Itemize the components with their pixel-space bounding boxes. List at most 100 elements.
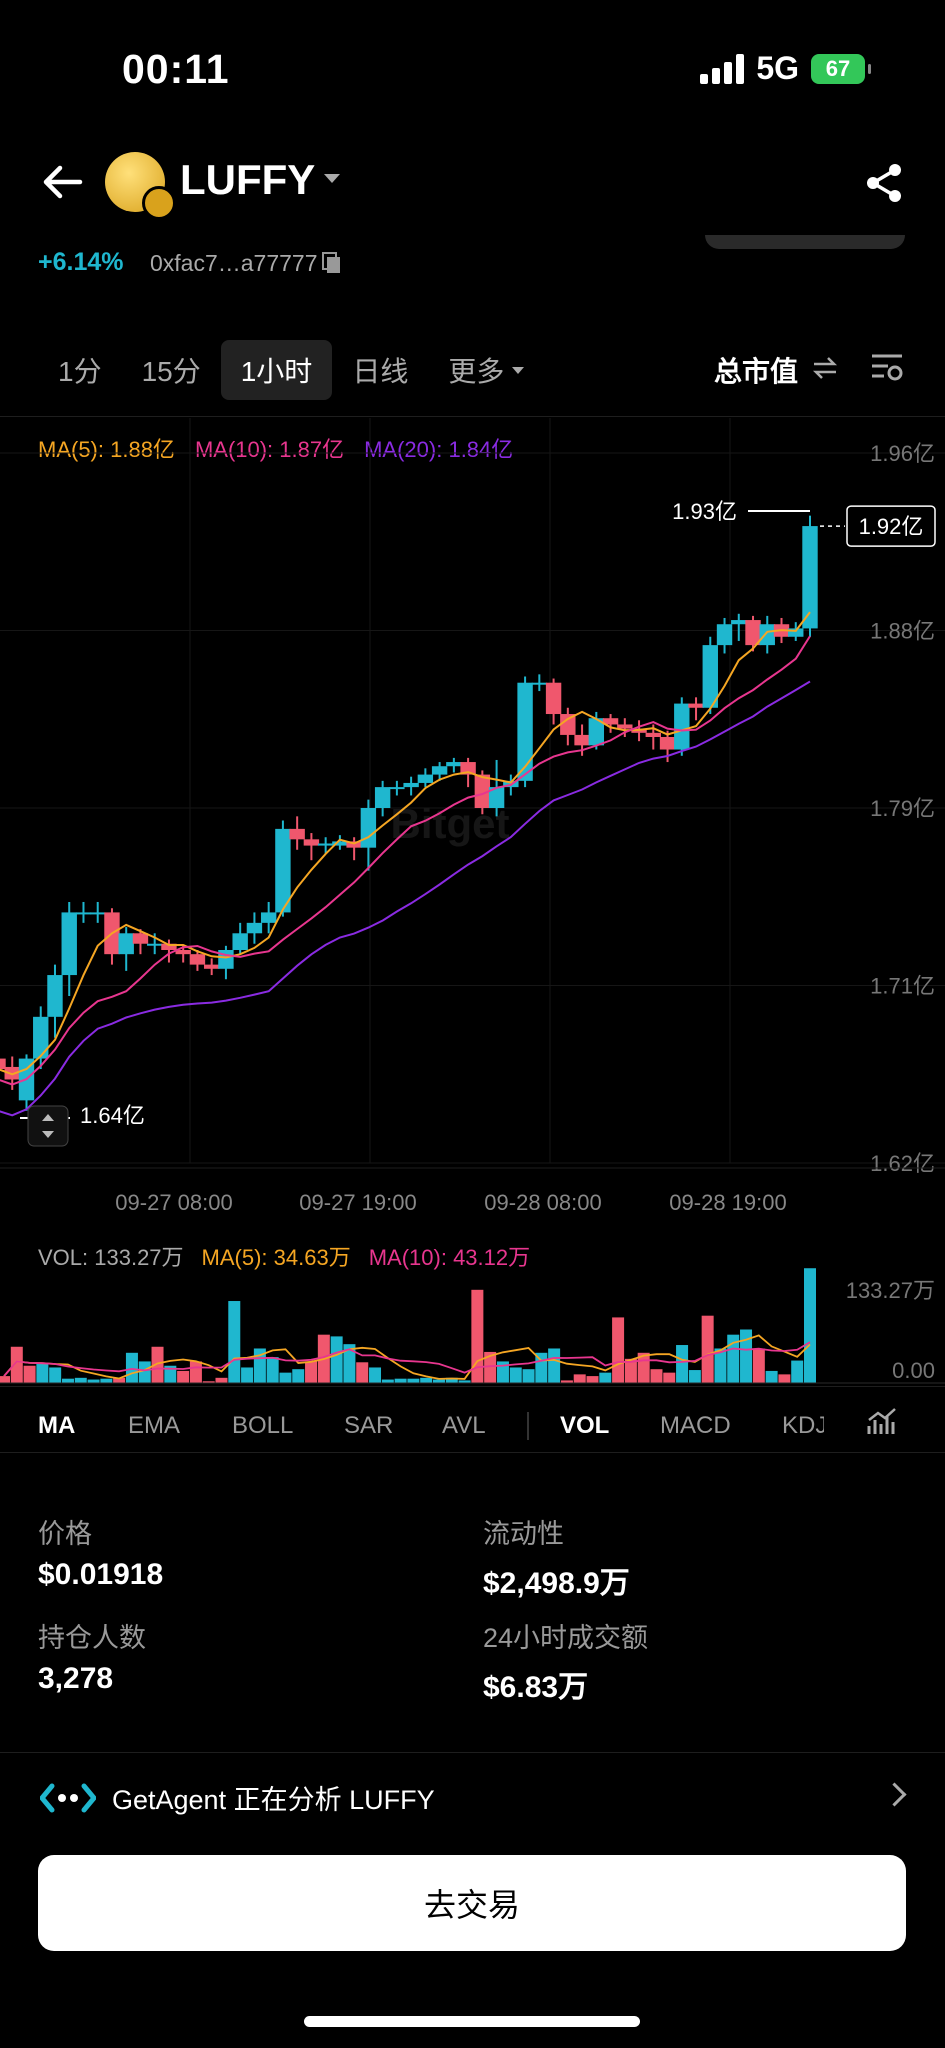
volume-legend: VOL: 133.27万 MA(5): 34.63万 MA(10): 43.12… bbox=[38, 1240, 530, 1272]
candle-body bbox=[588, 718, 605, 746]
ma20-label: MA(20): 1.84亿 bbox=[364, 437, 514, 462]
volume-y-tick: 0.00 bbox=[892, 1358, 935, 1383]
token-dropdown-caret-icon[interactable] bbox=[324, 174, 340, 183]
divider bbox=[0, 1752, 945, 1753]
volume-bar bbox=[49, 1367, 62, 1383]
candle-body bbox=[389, 787, 405, 790]
trade-button[interactable]: 去交易 bbox=[38, 1855, 906, 1951]
volume-bar bbox=[663, 1372, 676, 1383]
ma5-line bbox=[0, 611, 811, 1076]
candle-body bbox=[431, 766, 448, 775]
tab-1h[interactable]: 1小时 bbox=[220, 340, 333, 400]
volume-bar bbox=[509, 1367, 522, 1383]
candle-body bbox=[246, 922, 263, 934]
indicator-vol[interactable]: VOL bbox=[560, 1412, 610, 1439]
sheet-handle bbox=[705, 235, 905, 249]
current-price-label: 1.92亿 bbox=[859, 514, 924, 539]
volume-bar bbox=[394, 1378, 407, 1383]
indicator-sar[interactable]: SAR bbox=[344, 1412, 394, 1439]
high-label: 1.93亿 bbox=[672, 499, 737, 524]
candle-body bbox=[545, 682, 562, 715]
tab-more[interactable]: 更多 bbox=[428, 340, 544, 400]
indicator-avl[interactable]: AVL bbox=[442, 1412, 486, 1439]
candle-body bbox=[517, 682, 533, 781]
candle-body bbox=[403, 782, 419, 788]
market-cap-toggle[interactable]: 总市值 bbox=[714, 356, 799, 387]
candle-body bbox=[132, 933, 149, 944]
ma5-label: MA(5): 1.88亿 bbox=[38, 437, 175, 462]
divider bbox=[0, 1452, 945, 1453]
volume-bar bbox=[612, 1317, 625, 1383]
candle-body bbox=[417, 774, 434, 783]
volume-label: VOL: 133.27万 bbox=[38, 1245, 184, 1270]
volume-bar bbox=[676, 1345, 689, 1383]
indicator-settings-icon[interactable] bbox=[866, 1406, 898, 1438]
candle-body bbox=[645, 732, 661, 737]
volume-bar bbox=[599, 1372, 612, 1383]
indicator-boll[interactable]: BOLL bbox=[232, 1412, 294, 1439]
current-price-box bbox=[846, 505, 936, 547]
chart-settings-icon[interactable] bbox=[870, 352, 904, 384]
candle-body bbox=[61, 912, 77, 976]
volume-bar bbox=[573, 1374, 586, 1383]
volume-bar bbox=[202, 1381, 215, 1383]
volume-bar bbox=[266, 1357, 279, 1383]
ma20-line bbox=[0, 680, 811, 1117]
candle-body bbox=[788, 628, 804, 637]
status-indicators: 5G 67 bbox=[700, 50, 871, 87]
candle-body bbox=[90, 912, 106, 915]
more-caret-icon bbox=[512, 366, 525, 374]
share-icon[interactable] bbox=[863, 162, 905, 204]
scale-handle-arrows bbox=[42, 1114, 54, 1138]
battery-level: 67 bbox=[825, 55, 851, 81]
candle-body bbox=[360, 808, 377, 848]
back-arrow-icon[interactable] bbox=[40, 160, 84, 204]
volume-bar bbox=[36, 1364, 49, 1383]
ma-legend: MA(5): 1.88亿 MA(10): 1.87亿 MA(20): 1.84亿 bbox=[38, 432, 513, 464]
volume-ma5-line bbox=[3, 1334, 811, 1380]
volume-bar bbox=[522, 1369, 535, 1383]
candle-body bbox=[374, 787, 391, 808]
indicator-tabs: MA EMA BOLL SAR AVL VOL MACD KDJ bbox=[0, 1398, 945, 1454]
tab-15m[interactable]: 15分 bbox=[141, 356, 201, 387]
volume-bar bbox=[458, 1380, 471, 1383]
token-title[interactable]: LUFFY bbox=[180, 156, 316, 203]
timeframe-tabs: 1分 15分 1小时 日线 更多 bbox=[38, 340, 544, 400]
chain-badge-icon bbox=[142, 186, 176, 220]
candle-body bbox=[118, 933, 134, 955]
indicator-macd[interactable]: MACD bbox=[660, 1412, 731, 1439]
x-tick-label: 09-27 19:00 bbox=[299, 1190, 416, 1215]
volume-ma10-line bbox=[3, 1341, 811, 1377]
price-change: +6.14% bbox=[38, 248, 124, 276]
indicator-kdj[interactable]: KDJ bbox=[782, 1412, 824, 1439]
y-tick-label: 1.62亿 bbox=[870, 1151, 935, 1176]
home-indicator bbox=[304, 2016, 640, 2027]
volume-bar bbox=[177, 1370, 190, 1383]
agent-row[interactable]: GetAgent 正在分析 LUFFY bbox=[40, 1778, 435, 1817]
volume-bar bbox=[791, 1360, 804, 1383]
volume-bar bbox=[548, 1348, 561, 1383]
indicator-ema[interactable]: EMA bbox=[128, 1412, 181, 1439]
candle-body bbox=[332, 841, 348, 846]
swap-icon[interactable] bbox=[812, 356, 838, 380]
indicator-ma[interactable]: MA bbox=[38, 1412, 76, 1439]
copy-icon[interactable] bbox=[322, 252, 342, 274]
price-label: 价格 bbox=[38, 1519, 92, 1549]
volume-bar bbox=[752, 1348, 765, 1383]
candle-body bbox=[260, 912, 277, 923]
candle-body bbox=[175, 950, 191, 955]
chevron-right-icon[interactable] bbox=[882, 1782, 907, 1807]
tab-1m[interactable]: 1分 bbox=[58, 356, 102, 387]
candle-body bbox=[574, 734, 590, 746]
volume-bar bbox=[305, 1361, 318, 1383]
tab-1d[interactable]: 日线 bbox=[352, 356, 409, 387]
volume-y-tick: 133.27万 bbox=[846, 1278, 935, 1303]
volume-bar bbox=[445, 1377, 458, 1383]
divider bbox=[0, 416, 945, 417]
candle-body bbox=[674, 703, 690, 750]
candle-body bbox=[203, 964, 220, 969]
volume-bar bbox=[586, 1376, 599, 1383]
volume-bar bbox=[560, 1380, 573, 1383]
y-tick-label: 1.96亿 bbox=[870, 441, 935, 466]
